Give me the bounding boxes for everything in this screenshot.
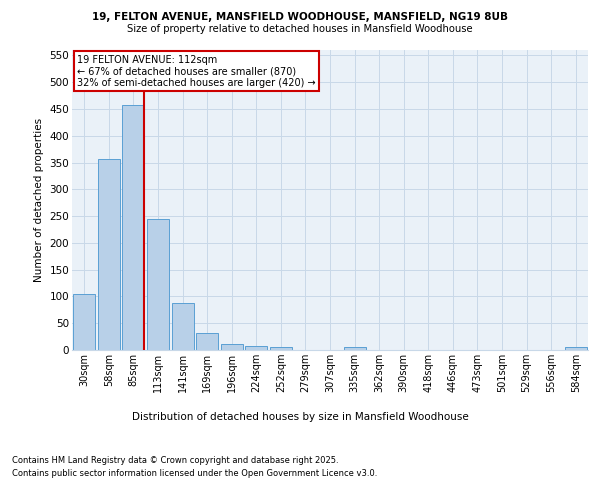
Y-axis label: Number of detached properties: Number of detached properties [34, 118, 44, 282]
Bar [344, 348, 365, 350]
Text: Distribution of detached houses by size in Mansfield Woodhouse: Distribution of detached houses by size … [131, 412, 469, 422]
Bar [270, 348, 292, 350]
Bar [196, 333, 218, 350]
Text: Contains public sector information licensed under the Open Government Licence v3: Contains public sector information licen… [12, 468, 377, 477]
Text: 19 FELTON AVENUE: 112sqm
← 67% of detached houses are smaller (870)
32% of semi-: 19 FELTON AVENUE: 112sqm ← 67% of detach… [77, 54, 316, 88]
Text: Size of property relative to detached houses in Mansfield Woodhouse: Size of property relative to detached ho… [127, 24, 473, 34]
Bar [73, 294, 95, 350]
Bar [172, 303, 194, 350]
Text: 19, FELTON AVENUE, MANSFIELD WOODHOUSE, MANSFIELD, NG19 8UB: 19, FELTON AVENUE, MANSFIELD WOODHOUSE, … [92, 12, 508, 22]
Bar [122, 105, 145, 350]
Bar [98, 159, 120, 350]
Bar [147, 219, 169, 350]
Text: Contains HM Land Registry data © Crown copyright and database right 2025.: Contains HM Land Registry data © Crown c… [12, 456, 338, 465]
Bar [245, 346, 268, 350]
Bar [565, 348, 587, 350]
Bar [221, 344, 243, 350]
